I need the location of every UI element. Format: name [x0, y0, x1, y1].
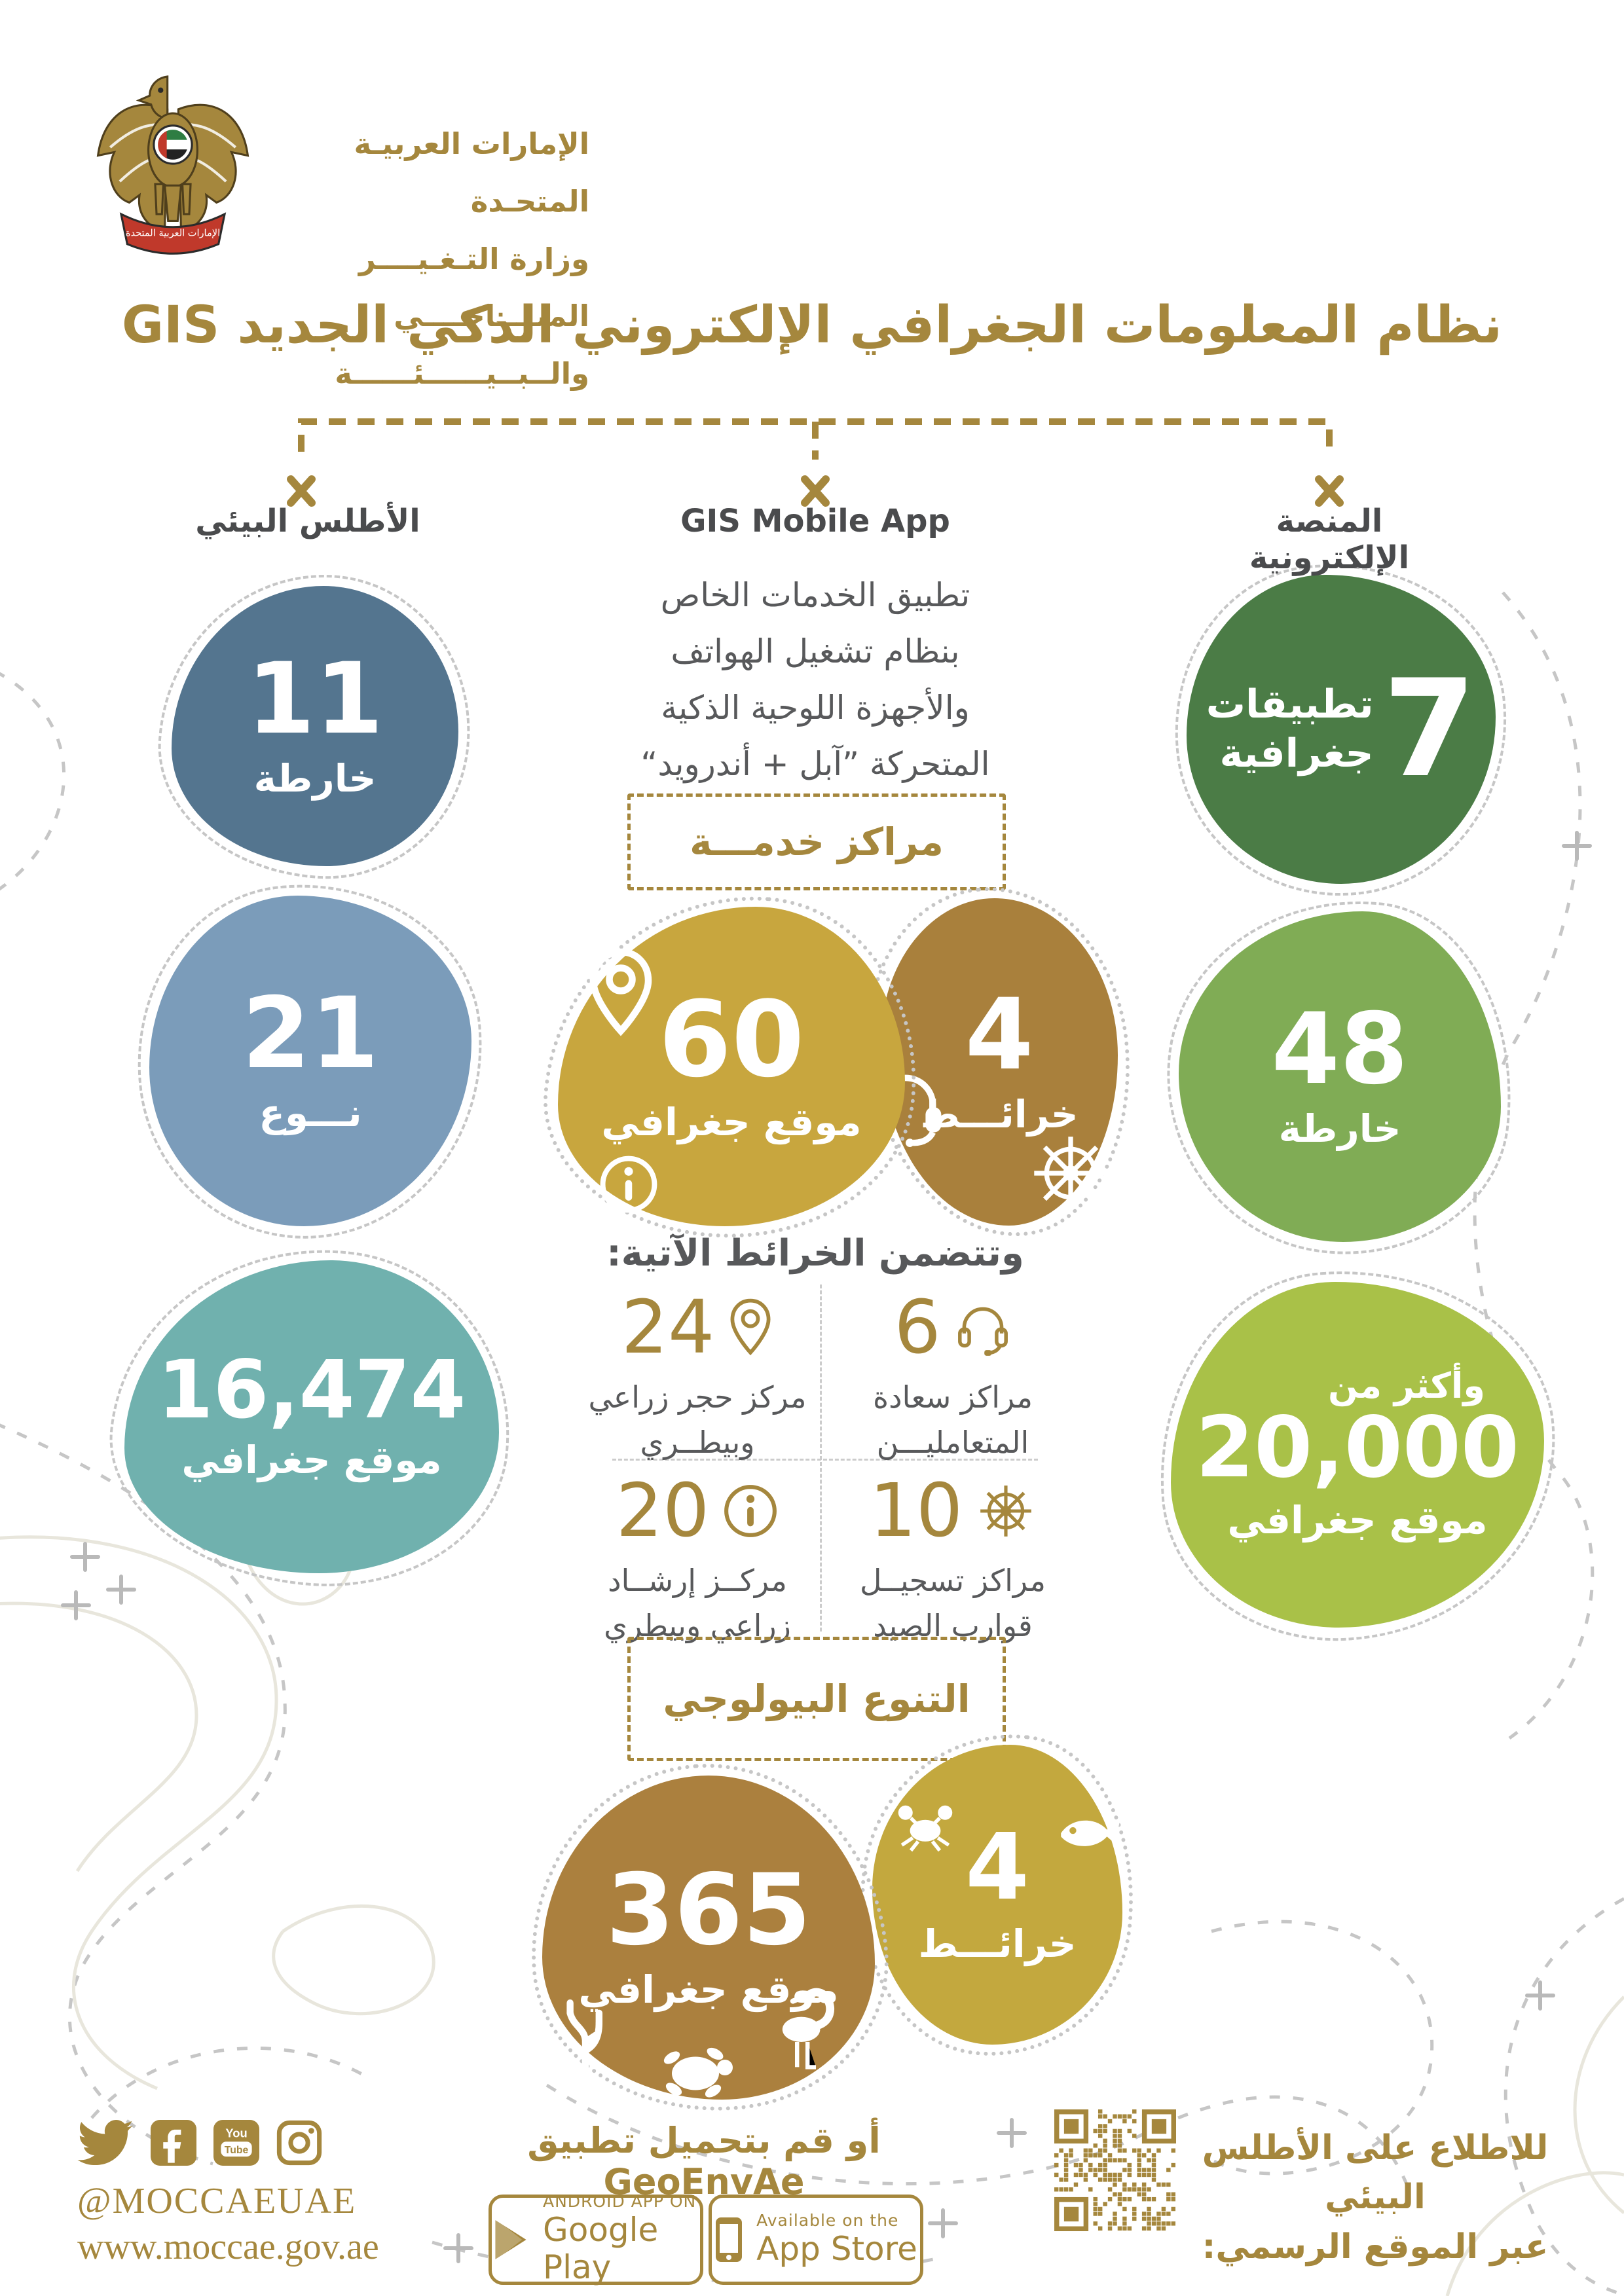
stat-value: 48 — [1271, 993, 1409, 1107]
branch-label-atlas: الأطلس البيئي — [195, 503, 420, 539]
stat-unit: موقع جغرافي — [1227, 1498, 1488, 1543]
stat-value: 4 — [965, 1813, 1029, 1921]
grid-item-guidance: 20 مركــز إرشــاد زراعي وبيطري — [586, 1474, 809, 1649]
falcon-tail — [154, 183, 192, 222]
youtube-icon[interactable]: You Tube — [213, 2120, 259, 2166]
stat-unit: خرائـــط — [920, 1091, 1079, 1137]
service-geosites-blob: 60 موقع جغرافي — [558, 907, 905, 1226]
item-label: مركــز إرشــاد زراعي وبيطري — [604, 1563, 791, 1643]
biodiversity-box: التنوع البيولوجي — [627, 1637, 1006, 1761]
info-icon — [599, 1154, 659, 1214]
google-play-badge[interactable]: ANDROID APP ON Google Play — [489, 2192, 703, 2287]
ship-wheel-icon — [1027, 1130, 1114, 1216]
stat-unit: موقع جغرافي — [181, 1437, 442, 1482]
emblem-banner — [119, 212, 227, 255]
atlas-stat-species: 21 نـــوع — [149, 896, 471, 1226]
uae-flag-roundel — [158, 130, 188, 160]
stat-unit: موقع جغرافي — [601, 1099, 862, 1144]
stat-value: 20,000 — [1196, 1399, 1519, 1497]
platform-stat-apps: 7 تطبيقات جغرافية — [1187, 575, 1496, 884]
info-icon — [722, 1483, 779, 1539]
emblem-banner-text: الإمارات العربية المتحدة — [126, 227, 220, 238]
maps-include-heading: وتتضمن الخرائط الآتية: — [606, 1232, 1024, 1275]
item-label: مركز حجر زراعي وبيطــري — [588, 1379, 807, 1460]
stat-value: 11 — [246, 642, 384, 756]
badge-bottom-text: Google Play — [543, 2210, 659, 2287]
stat-unit: خارطة — [253, 756, 377, 801]
twitter-icon[interactable] — [77, 2120, 134, 2166]
stat-value: 4 — [965, 977, 1034, 1092]
location-pin-icon — [728, 1298, 773, 1358]
uae-emblem: الإمارات العربية المتحدة — [84, 60, 262, 264]
stat-value: 60 — [658, 977, 805, 1101]
stat-value: 21 — [242, 977, 379, 1091]
branch-connector — [287, 418, 1344, 507]
item-value: 20 — [616, 1468, 710, 1554]
stat-prefix: وأكثر من — [1328, 1365, 1485, 1407]
grid-horizontal-divider — [612, 1459, 1038, 1461]
location-pin-icon — [585, 947, 656, 1039]
biodiversity-geosites-blob: 365 موقع جغرافي — [542, 1776, 875, 2100]
stat-value: 16,474 — [157, 1343, 466, 1436]
item-label: مراكز تسجيــل قوارب الصيد — [860, 1563, 1046, 1643]
app-store-badge[interactable]: Available on the App Store — [709, 2195, 923, 2285]
ministry-line: والــبــيــــــئــــــة — [335, 356, 589, 391]
stat-unit: موقع جغرافي — [578, 1967, 839, 2013]
stat-value: 7 — [1382, 651, 1477, 807]
mobile-app-description: تطبيق الخدمات الخاص بنظام تشغيل الهواتف … — [640, 576, 990, 783]
stat-unit: تطبيقات جغرافية — [1206, 682, 1374, 776]
platform-stat-maps: 48 خارطة — [1179, 911, 1501, 1242]
platform-stat-geosites: وأكثر من 20,000 موقع جغرافي — [1171, 1282, 1544, 1628]
svg-text:You: You — [225, 2126, 247, 2140]
download-app-text: أو قم بتحميل تطبيق GeoEnvAe — [527, 2120, 881, 2202]
svg-text:Tube: Tube — [225, 2145, 249, 2156]
badge-top-text: ANDROID APP ON — [543, 2192, 697, 2212]
x-markers — [287, 475, 1344, 507]
grid-item-happiness: 6 مراكز سعادة المتعامليـــن — [841, 1291, 1064, 1465]
ministry-line: الإمارات العربيـة المتحـدة — [354, 126, 589, 219]
page-title: نظام المعلومات الجغرافي الإلكتروني الذكي… — [122, 296, 1502, 355]
branch-label-platform: المنصة الإلكترونية — [1249, 503, 1410, 576]
item-value: 6 — [894, 1285, 941, 1370]
instagram-icon[interactable] — [276, 2120, 322, 2166]
crab-icon — [889, 1797, 961, 1853]
grid-item-quarantine: 24 مركز حجر زراعي وبيطــري — [586, 1291, 809, 1465]
stat-value: 365 — [606, 1853, 811, 1968]
qr-code — [1054, 2109, 1176, 2231]
phone-icon — [714, 2216, 743, 2263]
qr-caption: للاطلاع على الأطلس البيئي عبر الموقع الر… — [1202, 2128, 1549, 2267]
service-centers-box: مراكز خدمـــة — [627, 793, 1006, 890]
social-icons: You Tube — [77, 2120, 322, 2166]
stat-unit: خارطة — [1278, 1106, 1401, 1152]
item-value: 24 — [621, 1285, 715, 1370]
branch-label-mobile-app: GIS Mobile App — [680, 503, 950, 539]
coral-icon — [546, 1991, 625, 2076]
stat-unit: خرائـــط — [918, 1921, 1077, 1966]
service-maps-blob: 4 خرائـــط — [870, 898, 1118, 1226]
headset-icon — [954, 1299, 1012, 1357]
biodiversity-maps-blob: 4 خرائـــط — [872, 1745, 1122, 2045]
badge-top-text: Available on the — [756, 2210, 899, 2230]
atlas-stat-maps: 11 خارطة — [172, 586, 458, 866]
ministry-line: وزارة التـغـيــــر المنــــاخــــي — [358, 241, 589, 334]
ministry-name: الإمارات العربيـة المتحـدة وزارة التـغـي… — [236, 115, 589, 403]
grid-vertical-divider — [820, 1285, 822, 1631]
ship-wheel-icon — [976, 1481, 1036, 1541]
social-handle: @MOCCAEUAE — [77, 2181, 357, 2221]
stat-unit: نـــوع — [259, 1091, 362, 1136]
atlas-stat-geosites: 16,474 موقع جغرافي — [124, 1260, 499, 1573]
google-play-icon — [492, 2218, 530, 2261]
turtle-icon — [660, 2043, 739, 2104]
grid-item-boats: 10 مراكز تسجيــل قوارب الصيد — [841, 1474, 1064, 1649]
flamingo-icon — [766, 1969, 845, 2073]
website-url[interactable]: www.moccae.gov.ae — [77, 2227, 379, 2267]
facebook-icon[interactable] — [151, 2120, 196, 2166]
badge-bottom-text: App Store — [756, 2229, 917, 2268]
fish-icon — [1056, 1808, 1128, 1859]
item-value: 10 — [869, 1468, 963, 1554]
item-label: مراكز سعادة المتعامليـــن — [872, 1379, 1033, 1460]
